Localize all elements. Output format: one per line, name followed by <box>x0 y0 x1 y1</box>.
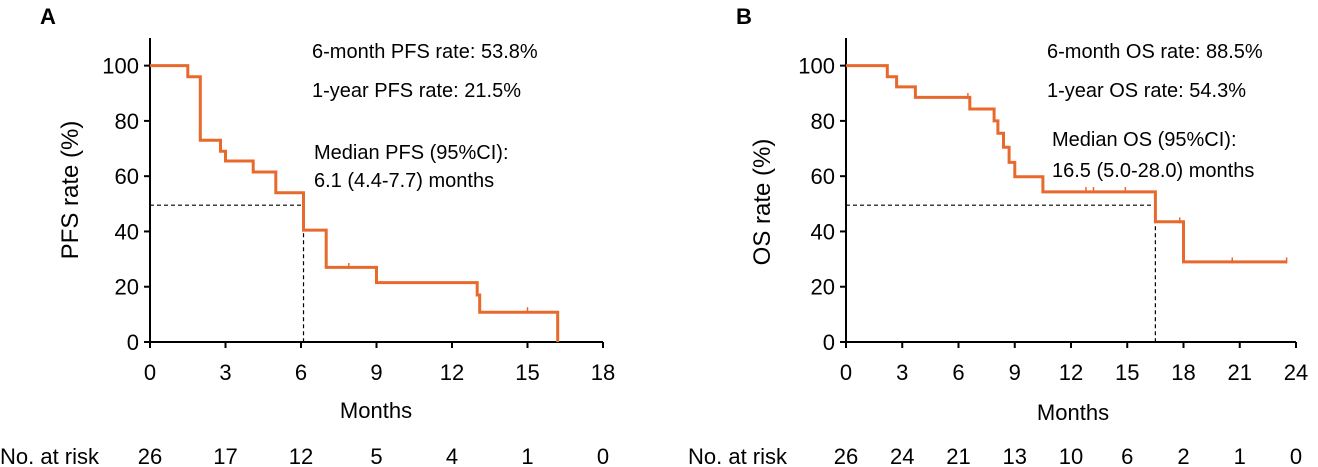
panel-b-x-axis-label: Months <box>1037 400 1109 425</box>
risk-count: 13 <box>1003 444 1027 467</box>
risk-count: 0 <box>1290 444 1302 467</box>
os-median-value: 16.5 (5.0-28.0) months <box>1052 160 1254 182</box>
x-tick-label: 3 <box>896 360 908 385</box>
y-tick-label: 40 <box>811 219 835 244</box>
x-tick-label: 0 <box>144 360 156 385</box>
panel-b-os-chart: B OS rate (%) Months No. at risk 0204060… <box>688 4 1308 467</box>
panel-b-label: B <box>736 4 752 29</box>
x-tick-label: 21 <box>1228 360 1252 385</box>
panel-a-x-axis-label: Months <box>340 398 412 423</box>
panel-b-survival-curve <box>846 64 1287 264</box>
risk-count: 12 <box>289 444 313 467</box>
panel-b-risk-label: No. at risk <box>688 444 788 467</box>
pfs-1-year-rate: 1-year PFS rate: 21.5% <box>312 80 521 102</box>
y-tick-label: 0 <box>127 330 139 355</box>
os-6-month-rate: 6-month OS rate: 88.5% <box>1047 41 1263 63</box>
x-tick-label: 12 <box>1059 360 1083 385</box>
y-tick-label: 20 <box>115 275 139 300</box>
x-tick-label: 0 <box>840 360 852 385</box>
risk-count: 4 <box>446 444 458 467</box>
y-tick-label: 0 <box>823 330 835 355</box>
risk-count: 17 <box>213 444 237 467</box>
x-tick-label: 9 <box>1009 360 1021 385</box>
x-tick-label: 18 <box>1171 360 1195 385</box>
y-tick-label: 80 <box>115 109 139 134</box>
risk-count: 2 <box>1177 444 1189 467</box>
risk-count: 26 <box>834 444 858 467</box>
x-tick-label: 15 <box>1115 360 1139 385</box>
panel-b-y-axis-label: OS rate (%) <box>749 139 776 266</box>
y-tick-label: 60 <box>115 164 139 189</box>
risk-count: 1 <box>521 444 533 467</box>
x-tick-label: 24 <box>1284 360 1308 385</box>
os-median-title: Median OS (95%CI): <box>1052 129 1237 151</box>
y-tick-label: 40 <box>115 219 139 244</box>
risk-count: 10 <box>1059 444 1083 467</box>
x-tick-label: 12 <box>440 360 464 385</box>
pfs-median-value: 6.1 (4.4-7.7) months <box>314 170 494 192</box>
os-1-year-rate: 1-year OS rate: 54.3% <box>1047 80 1246 102</box>
panel-a-label: A <box>40 4 56 29</box>
panel-a-survival-curve <box>150 64 560 342</box>
panel-a-pfs-chart: A PFS rate (%) Months No. at risk 020406… <box>0 4 615 467</box>
risk-count: 26 <box>138 444 162 467</box>
panel-a-annotations: 6-month PFS rate: 53.8% 1-year PFS rate:… <box>312 41 538 192</box>
x-tick-label: 15 <box>515 360 539 385</box>
risk-count: 0 <box>597 444 609 467</box>
x-tick-label: 9 <box>370 360 382 385</box>
y-tick-label: 100 <box>798 54 835 79</box>
panel-a-risk-label: No. at risk <box>0 444 100 467</box>
x-tick-label: 6 <box>952 360 964 385</box>
risk-count: 1 <box>1234 444 1246 467</box>
x-tick-label: 18 <box>591 360 615 385</box>
x-tick-label: 6 <box>295 360 307 385</box>
risk-count: 24 <box>890 444 914 467</box>
y-tick-label: 20 <box>811 275 835 300</box>
pfs-median-title: Median PFS (95%CI): <box>314 142 509 164</box>
panel-b-annotations: 6-month OS rate: 88.5% 1-year OS rate: 5… <box>1047 41 1263 182</box>
y-tick-label: 60 <box>811 164 835 189</box>
panel-a-y-axis-label: PFS rate (%) <box>57 121 84 260</box>
y-tick-label: 100 <box>102 54 139 79</box>
risk-count: 5 <box>370 444 382 467</box>
y-tick-label: 80 <box>811 109 835 134</box>
x-tick-label: 3 <box>219 360 231 385</box>
risk-count: 6 <box>1121 444 1133 467</box>
pfs-6-month-rate: 6-month PFS rate: 53.8% <box>312 41 538 63</box>
risk-count: 21 <box>946 444 970 467</box>
